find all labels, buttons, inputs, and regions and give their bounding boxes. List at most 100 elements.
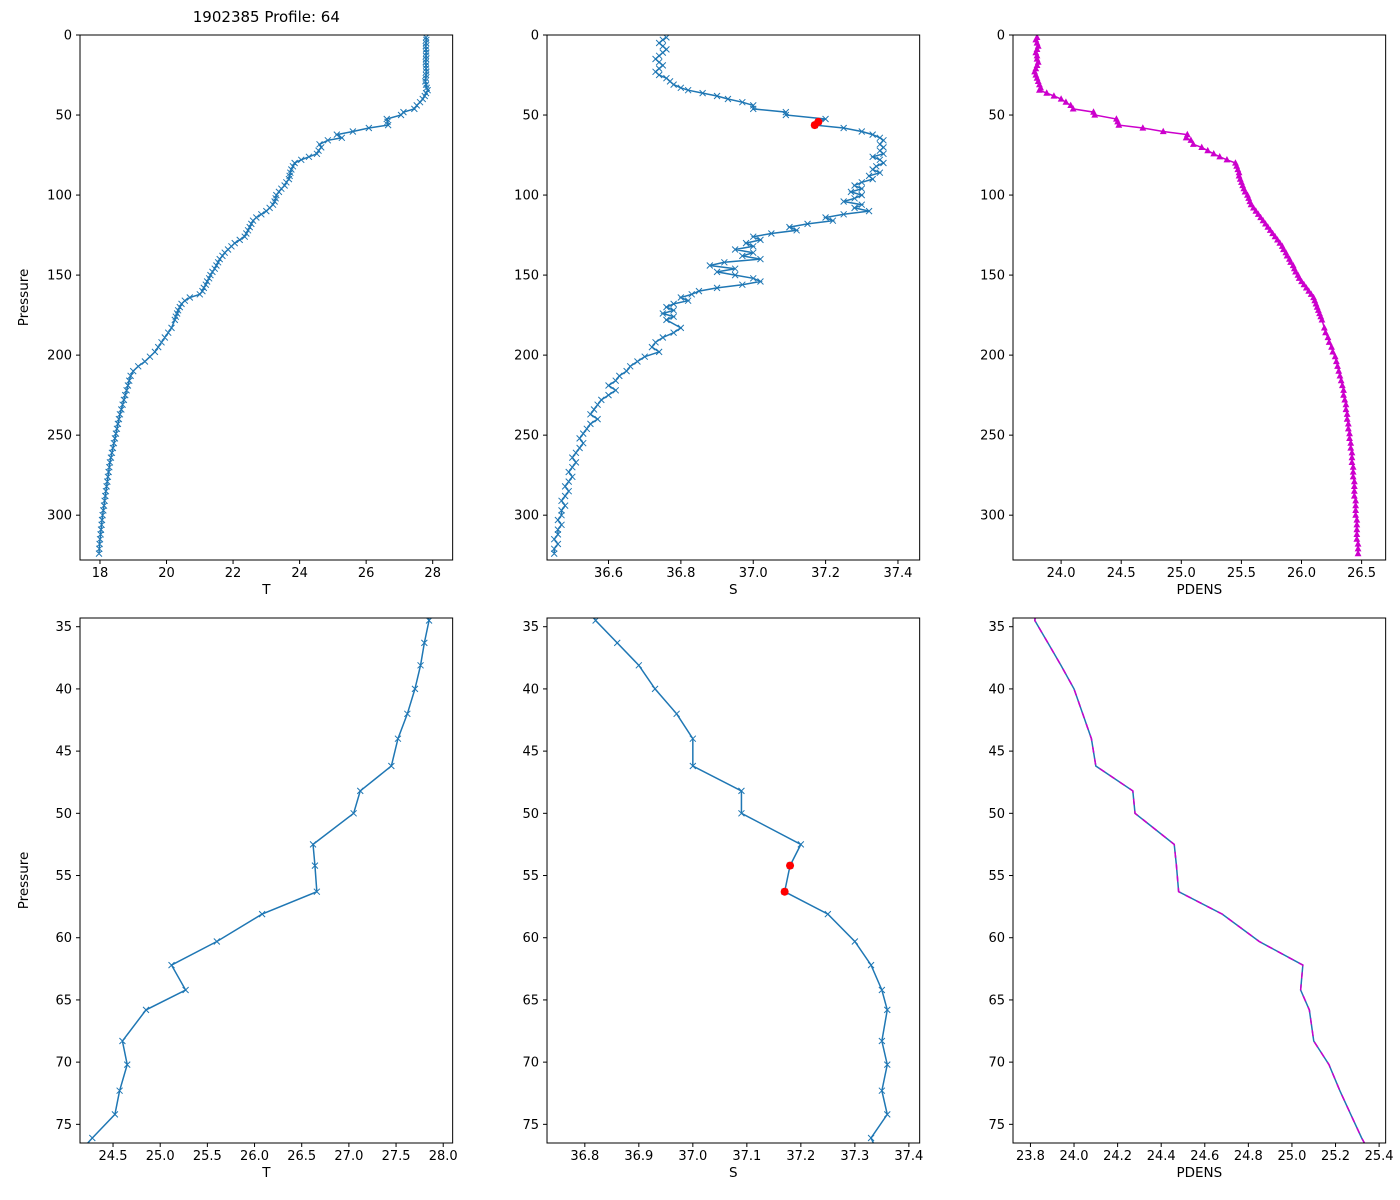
svg-text:50: 50 [55,109,72,124]
chart-svg-salinity-zoom: 36.8 36.9 37.0 37.1 37.2 37.3 37.4 35 40 45 50 55 60… [522,617,923,1181]
x-axis-label: PDENS [1177,1165,1223,1181]
svg-text:37.0: 37.0 [738,566,767,581]
svg-text:75: 75 [522,1118,539,1133]
svg-text:60: 60 [989,931,1006,946]
svg-text:37.2: 37.2 [786,1149,815,1164]
svg-text:100: 100 [47,189,72,204]
svg-text:100: 100 [514,189,539,204]
svg-text:37.3: 37.3 [840,1149,869,1164]
svg-text:26.0: 26.0 [240,1149,269,1164]
svg-text:70: 70 [989,1056,1006,1071]
flagged-point [810,121,819,130]
svg-text:36.9: 36.9 [624,1149,653,1164]
svg-text:40: 40 [522,682,539,697]
svg-text:55: 55 [522,869,539,884]
svg-text:24.5: 24.5 [1107,566,1136,581]
svg-text:70: 70 [55,1056,72,1071]
x-axis-label: T [261,1165,271,1181]
svg-text:200: 200 [981,349,1006,364]
plot-area-salinity-full [550,35,887,557]
panel-temperature-zoom: 24.5 25.0 25.5 26.0 26.5 27.0 27.5 28.0 35 40 45 50… [0,600,467,1200]
svg-text:55: 55 [989,869,1006,884]
panel-salinity-zoom: 36.8 36.9 37.0 37.1 37.2 37.3 37.4 35 40 45 50 55 60… [467,600,934,1200]
svg-text:26: 26 [358,566,375,581]
svg-text:50: 50 [522,807,539,822]
svg-text:45: 45 [55,745,72,760]
svg-text:26.5: 26.5 [1347,566,1376,581]
panel-temperature-full: 18 20 22 24 26 28 0 50 100 150 200 250 300 T Pressure 1… [0,0,467,600]
chart-svg-density-zoom: 23.8 24.0 24.2 24.4 24.6 24.8 25.0 25.2 25.4 35 40… [989,617,1394,1181]
svg-text:25.0: 25.0 [1167,566,1196,581]
svg-text:37.4: 37.4 [883,566,912,581]
svg-text:27.0: 27.0 [334,1149,363,1164]
svg-text:0: 0 [64,29,72,44]
plot-area-density-zoom [1034,618,1366,1143]
svg-text:25.5: 25.5 [193,1149,222,1164]
svg-text:0: 0 [997,29,1005,44]
svg-text:26.0: 26.0 [1287,566,1316,581]
plot-area-density-full [1031,35,1362,557]
svg-text:37.0: 37.0 [678,1149,707,1164]
svg-text:27.5: 27.5 [382,1149,411,1164]
svg-text:75: 75 [989,1118,1006,1133]
svg-text:60: 60 [55,931,72,946]
svg-text:100: 100 [981,189,1006,204]
plot-area-salinity-zoom [591,618,891,1143]
svg-text:150: 150 [47,269,72,284]
svg-text:45: 45 [522,745,539,760]
svg-text:22: 22 [225,566,242,581]
svg-text:24.2: 24.2 [1103,1149,1132,1164]
svg-text:35: 35 [989,620,1006,635]
chart-svg-salinity-full: 36.6 36.8 37.0 37.2 37.4 0 50 100 150 200 250 300 S [514,29,920,598]
svg-text:200: 200 [514,349,539,364]
svg-text:25.0: 25.0 [146,1149,175,1164]
x-axis-label: T [261,582,271,598]
svg-text:36.8: 36.8 [666,566,695,581]
svg-text:0: 0 [530,29,538,44]
svg-text:24.0: 24.0 [1060,1149,1089,1164]
flagged-point [785,861,794,870]
panel-density-full: 24.0 24.5 25.0 25.5 26.0 26.5 0 50 100 150 200 250 3… [933,0,1400,600]
plot-area-temperature-full [95,35,432,557]
svg-text:300: 300 [47,509,72,524]
y-axis-label: Pressure [16,269,32,327]
chart-svg-density-full: 24.0 24.5 25.0 25.5 26.0 26.5 0 50 100 150 200 250 3… [981,29,1387,598]
x-axis-label: PDENS [1177,582,1223,598]
svg-text:40: 40 [989,682,1006,697]
svg-text:25.2: 25.2 [1321,1149,1350,1164]
panel-salinity-full: 36.6 36.8 37.0 37.2 37.4 0 50 100 150 200 250 300 S [467,0,934,600]
svg-text:40: 40 [55,682,72,697]
svg-text:37.1: 37.1 [732,1149,761,1164]
svg-text:75: 75 [55,1118,72,1133]
y-axis-label: Pressure [16,852,32,910]
flagged-point [780,887,789,896]
svg-text:24.8: 24.8 [1234,1149,1263,1164]
panel-density-zoom: 23.8 24.0 24.2 24.4 24.6 24.8 25.0 25.2 25.4 35 40… [933,600,1400,1200]
svg-text:55: 55 [55,869,72,884]
svg-text:24.4: 24.4 [1147,1149,1176,1164]
svg-text:25.4: 25.4 [1365,1149,1394,1164]
svg-text:65: 65 [522,993,539,1008]
svg-text:18: 18 [92,566,109,581]
svg-text:36.6: 36.6 [594,566,623,581]
svg-text:24: 24 [291,566,308,581]
chart-svg-temperature-zoom: 24.5 25.0 25.5 26.0 26.5 27.0 27.5 28.0 35 40 45 50… [16,617,458,1181]
svg-text:250: 250 [514,429,539,444]
svg-text:60: 60 [522,931,539,946]
svg-text:24.6: 24.6 [1191,1149,1220,1164]
svg-text:37.2: 37.2 [811,566,840,581]
svg-text:25.5: 25.5 [1227,566,1256,581]
svg-text:26.5: 26.5 [287,1149,316,1164]
svg-text:65: 65 [989,993,1006,1008]
svg-text:23.8: 23.8 [1016,1149,1045,1164]
svg-text:25.0: 25.0 [1278,1149,1307,1164]
svg-text:150: 150 [514,269,539,284]
svg-text:35: 35 [55,620,72,635]
svg-text:300: 300 [981,509,1006,524]
svg-text:150: 150 [981,269,1006,284]
svg-text:24.5: 24.5 [99,1149,128,1164]
plot-area-temperature-zoom [86,618,433,1143]
svg-text:24.0: 24.0 [1047,566,1076,581]
svg-text:65: 65 [55,993,72,1008]
